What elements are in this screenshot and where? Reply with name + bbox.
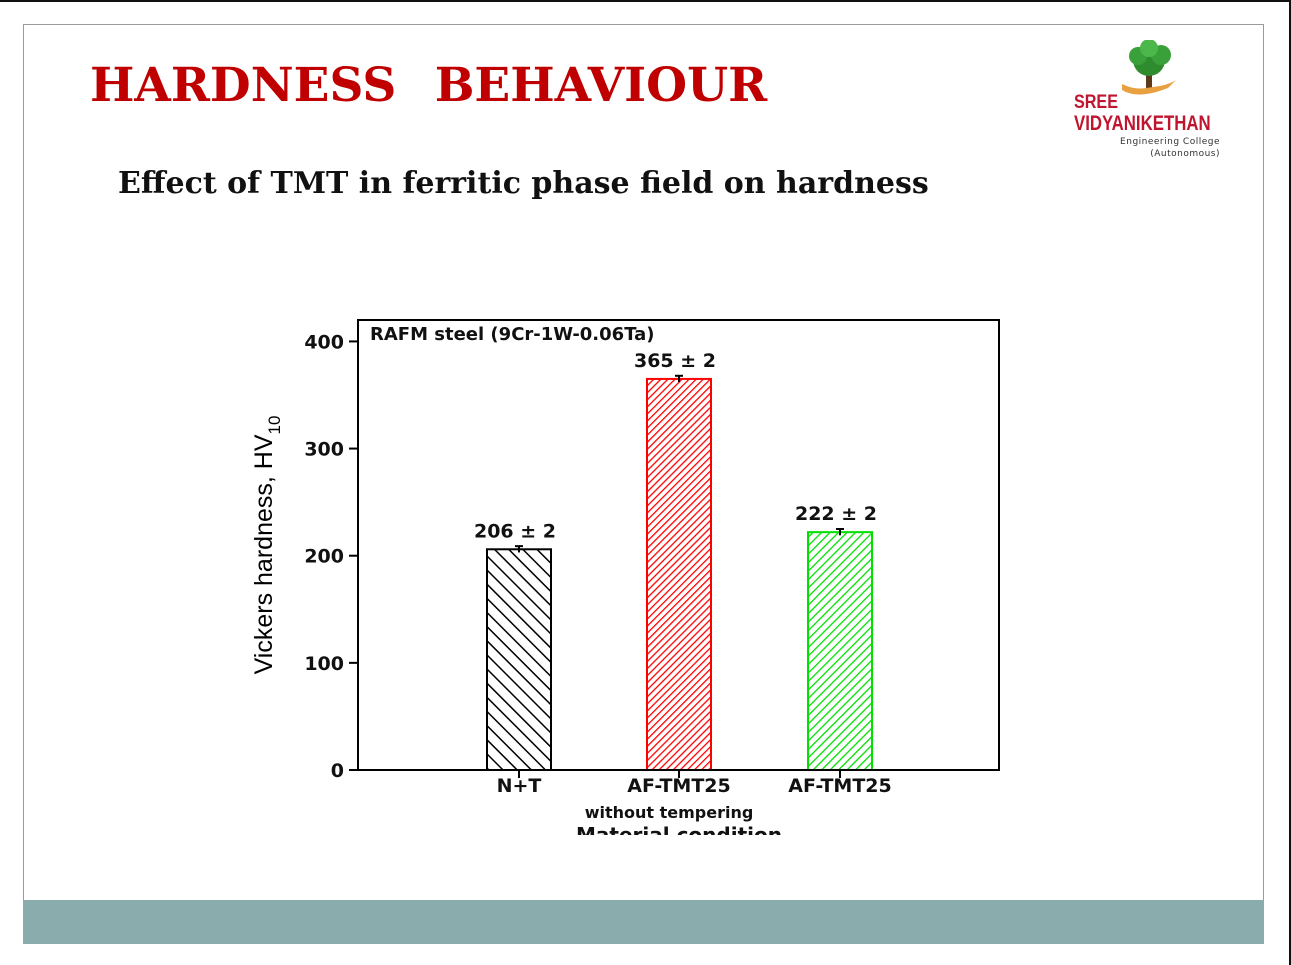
top-border [0, 0, 1291, 2]
y-tick-label: 300 [304, 439, 344, 461]
plot-area-frame [357, 319, 1000, 771]
x-category-label: AF-TMT25 [627, 775, 730, 797]
data-label: 222 ± 2 [795, 503, 877, 525]
hardness-bar-chart: 0 100 200 300 400 206 ± 2 N+T 365 ± 2 AF-TMT25 w… [250, 319, 1000, 835]
y-axis-label-subscript: 10 [265, 416, 284, 435]
x-category-label: N+T [497, 775, 542, 797]
bar [646, 377, 712, 772]
y-tick-label: 0 [331, 760, 344, 782]
logo-line-engineering-college: Engineering College [1120, 137, 1220, 147]
chart-title: RAFM steel (9Cr-1W-0.06Ta) [370, 324, 655, 345]
data-label: 365 ± 2 [634, 350, 716, 372]
bar [807, 531, 873, 771]
data-label: 206 ± 2 [474, 520, 556, 542]
y-tick-label: 200 [304, 546, 344, 568]
slide-title: HARDNESS BEHAVIOUR [90, 58, 768, 113]
x-category-label: AF-TMT25 [788, 775, 891, 797]
slide-subtitle: Effect of TMT in ferritic phase field on… [118, 166, 929, 201]
college-logo: SREE VIDYANIKETHAN Engineering College (… [1068, 40, 1228, 165]
y-axis-label: Vickers hardness, HV10 [250, 416, 284, 675]
logo-line-sree: SREE [1074, 92, 1118, 113]
logo-line-autonomous: (Autonomous) [1150, 149, 1220, 159]
logo-line-vidyanikethan: VIDYANIKETHAN [1074, 112, 1211, 135]
x-axis-label: Material condition [576, 823, 782, 835]
y-tick-label: 100 [304, 653, 344, 675]
y-axis-label-main: Vickers hardness, HV [250, 434, 278, 674]
tree-in-hand-icon [1122, 40, 1176, 95]
footer-band [23, 900, 1264, 944]
y-tick-label: 400 [304, 331, 344, 353]
x-category-sublabel: without tempering [585, 803, 754, 822]
right-border [1289, 0, 1291, 965]
bar [486, 548, 552, 771]
slide-frame [23, 24, 1264, 943]
